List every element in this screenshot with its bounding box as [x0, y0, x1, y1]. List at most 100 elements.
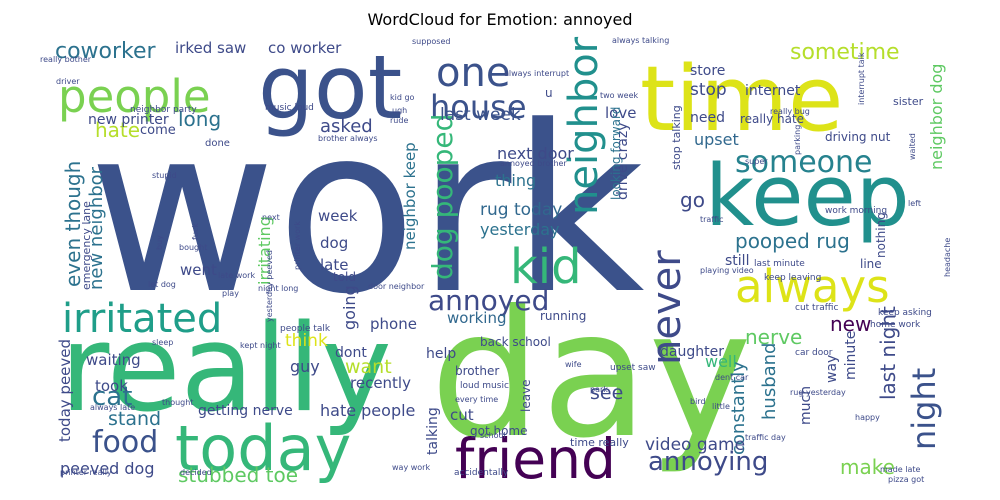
word-20: dog pooped [426, 114, 459, 280]
word-101: emergency lane [80, 201, 93, 290]
word-108: keep leaving [764, 273, 821, 283]
word-159: let dog [148, 280, 176, 289]
word-41: see [590, 382, 623, 404]
word-139: work morning [825, 206, 887, 216]
word-28: last week [440, 105, 521, 125]
word-126: thought [162, 398, 193, 407]
word-13: neighbor [561, 36, 607, 215]
word-49: co worker [268, 39, 342, 57]
word-134: brother always [318, 134, 378, 143]
word-57: thing [495, 171, 536, 190]
word-37: new [830, 312, 871, 336]
word-129: rug yesterday [790, 388, 846, 397]
word-131: night long [258, 284, 298, 293]
word-70: still [725, 253, 749, 269]
word-78: cut [450, 406, 474, 424]
word-114: upset saw [610, 363, 656, 373]
word-30: hate [95, 118, 140, 142]
word-5: got [258, 36, 402, 139]
word-153: ugh [392, 106, 407, 115]
word-29: long [178, 107, 221, 131]
word-96: really hate [740, 112, 804, 126]
word-143: annoyed brother [500, 159, 567, 168]
word-22: cat [92, 382, 132, 412]
word-10: kid [510, 239, 582, 295]
word-145: supposed [412, 37, 450, 46]
word-7: friend [455, 427, 616, 491]
word-161: wife [565, 360, 582, 369]
word-151: really bug [770, 107, 810, 116]
word-71: well [705, 352, 737, 371]
word-150: two week [600, 91, 639, 100]
word-89: time really [570, 436, 629, 449]
word-110: home work [870, 320, 921, 330]
word-17: house [430, 88, 527, 126]
word-123: way work [392, 463, 430, 472]
word-58: week [318, 207, 358, 225]
word-142: headache [943, 238, 952, 277]
word-14: someone [735, 145, 873, 180]
word-103: stop talking [670, 105, 683, 170]
chart-title: WordCloud for Emotion: annoyed [367, 10, 633, 29]
word-116: every time [455, 395, 498, 404]
word-66: neighbor keep [401, 142, 419, 250]
word-149: kid go [390, 93, 415, 102]
word-166: traffic [700, 215, 723, 224]
cloud-background [46, 33, 950, 485]
word-69: daughter [660, 344, 724, 360]
word-141: waited [908, 133, 917, 160]
word-113: cut traffic [795, 303, 838, 313]
word-35: stand [108, 408, 161, 430]
word-81: took [95, 377, 128, 395]
word-31: even though [61, 161, 85, 287]
word-72: think [285, 331, 328, 351]
word-112: car door [795, 348, 833, 358]
word-164: left [908, 199, 921, 208]
word-34: last night [876, 306, 900, 400]
word-4: keep [705, 147, 910, 246]
word-91: come [140, 123, 176, 138]
word-107: last minute [754, 259, 805, 269]
word-43: peeved dog [60, 459, 155, 478]
word-125: printer really [60, 468, 112, 477]
word-46: asked [320, 116, 373, 137]
word-15: night [905, 368, 943, 450]
word-9: irritated [62, 296, 222, 342]
word-23: coworker [55, 39, 157, 64]
word-156: stupid [152, 171, 177, 180]
word-3: time [640, 47, 843, 152]
word-63: went [180, 261, 217, 279]
word-32: go [680, 188, 705, 212]
word-84: much [798, 386, 814, 425]
word-64: working [447, 309, 507, 327]
word-144: always talking [612, 36, 669, 45]
word-1: really [60, 300, 392, 439]
word-132: late work [218, 271, 255, 280]
word-12: always [735, 260, 890, 313]
word-60: late [320, 256, 348, 274]
word-79: talking [425, 407, 441, 455]
word-36: nerve [745, 325, 802, 349]
word-158: buy [155, 235, 164, 250]
word-162: park [590, 385, 608, 394]
word-77: recently [350, 374, 411, 392]
word-160: sleep [152, 338, 173, 347]
word-109: people talk [280, 324, 331, 334]
word-111: keep asking [878, 308, 932, 318]
word-74: phone [370, 315, 417, 333]
word-39: husband [759, 343, 780, 420]
word-99: brother [455, 364, 499, 378]
word-122: school [480, 431, 506, 440]
word-138: playing video [700, 266, 754, 275]
word-133: door neighbor [368, 282, 425, 291]
word-42: video game [645, 435, 745, 455]
word-53: need [690, 110, 725, 126]
word-137: always late [90, 403, 135, 412]
word-80: waiting [86, 351, 141, 369]
word-86: minute [843, 331, 859, 380]
word-33: rug today [480, 200, 562, 220]
word-6: today [175, 412, 351, 485]
word-93: back school [480, 335, 551, 349]
word-73: guy [290, 357, 320, 376]
